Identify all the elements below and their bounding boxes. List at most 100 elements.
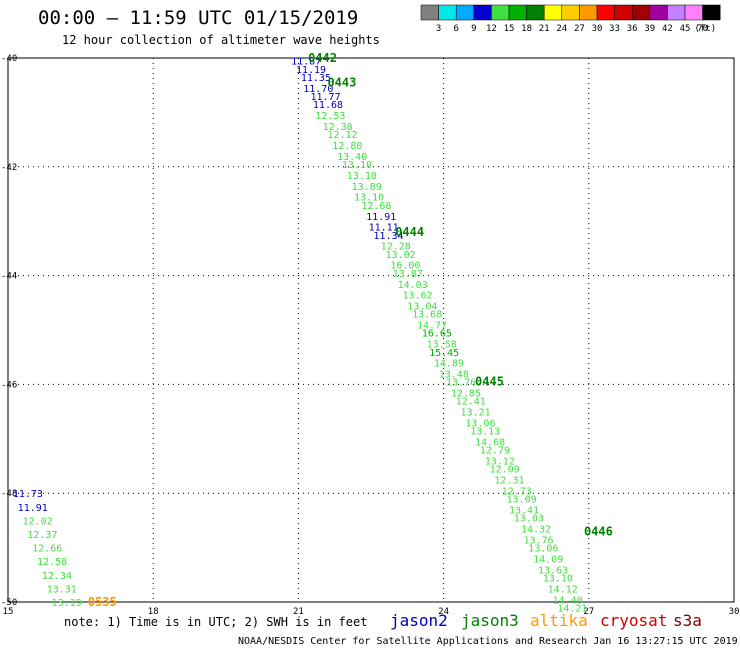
swh-value: 14.12 [548, 584, 578, 595]
swh-value: 11.77 [311, 92, 341, 103]
swh-value: 12.58 [37, 557, 67, 568]
swh-value: 12.80 [332, 141, 362, 152]
color-swatch [596, 4, 615, 21]
y-tick-label: -44 [1, 272, 17, 282]
grid-lines [8, 58, 734, 602]
swh-value: 11.91 [18, 503, 48, 514]
plot-frame [7, 57, 735, 603]
swh-value: 12.37 [27, 530, 57, 541]
swh-value: 13.63 [538, 565, 568, 576]
color-swatch [438, 4, 457, 21]
swh-value: 14.89 [434, 359, 464, 370]
swh-value: 13.68 [412, 310, 442, 321]
color-swatch [561, 4, 580, 21]
swh-value: 12.09 [490, 465, 520, 476]
wave-height-points: 11.8711.1911.3511.7011.7711.6812.5312.38… [13, 57, 588, 615]
swh-value: 13.13 [470, 427, 500, 438]
swh-value: 13.10 [347, 171, 377, 182]
swh-value: 13.58 [427, 340, 457, 351]
swh-value: 13.19 [52, 598, 82, 609]
color-swatch [702, 4, 721, 21]
swh-value: 12.41 [456, 397, 486, 408]
satellite-legend-cryosat: cryosat [600, 611, 667, 630]
pass-time-label: 0445 [475, 375, 504, 389]
color-swatch [667, 4, 686, 21]
color-swatch [455, 4, 475, 21]
color-swatch [508, 4, 527, 21]
swh-value: 13.02 [386, 250, 416, 261]
y-axis-ticks: -40 -42 -44 -46 -48 -50 [1, 54, 17, 608]
x-tick-label: 18 [148, 607, 159, 617]
swh-value: 13.06 [528, 544, 558, 555]
swh-value: 14.77 [417, 321, 447, 332]
color-scale-label: 36 [627, 24, 638, 34]
x-tick-label: 21 [293, 607, 304, 617]
x-tick-label: 15 [3, 607, 14, 617]
swh-value: 14.68 [475, 438, 505, 449]
color-swatch [526, 4, 545, 21]
satellite-legend-s3a: s3a [673, 611, 702, 630]
swh-value: 13.40 [337, 152, 367, 163]
swh-value: 12.02 [23, 516, 53, 527]
swh-value: 13.62 [402, 291, 432, 302]
pass-time-label: 0535 [88, 595, 117, 609]
color-swatch [491, 4, 510, 21]
swh-value: 11.34 [373, 231, 403, 242]
swh-value: 16.65 [422, 329, 452, 340]
swh-value: 13.89 [352, 182, 382, 193]
satellite-legend: jason2 jason3 altika cryosat s3a [390, 611, 702, 630]
color-scale-label: 9 [471, 24, 476, 34]
color-scale-label: 33 [609, 24, 620, 34]
satellite-legend-jason3: jason3 [461, 611, 519, 630]
y-tick-label: -42 [1, 163, 17, 173]
color-scale-label: 24 [556, 24, 567, 34]
swh-value: 13.31 [47, 584, 77, 595]
swh-value: 13.21 [461, 408, 491, 419]
swh-value: 14.40 [553, 595, 583, 606]
y-tick-label: -50 [1, 598, 17, 608]
swh-value: 13.48 [439, 370, 469, 381]
swh-value: 12.38 [323, 122, 353, 133]
x-tick-label: 24 [438, 607, 449, 617]
satellite-legend-jason2: jason2 [390, 611, 448, 630]
swh-value: 13.09 [507, 495, 537, 506]
swh-value: 13.76 [446, 378, 476, 389]
pass-time-label: 0444 [395, 225, 424, 239]
swh-value: 12.28 [381, 242, 411, 253]
swh-value: 11.87 [291, 57, 321, 68]
swh-value: 13.76 [523, 535, 553, 546]
swh-value: 13.10 [354, 193, 384, 204]
swh-value: 15.45 [429, 348, 459, 359]
pass-time-label: 0446 [584, 524, 613, 538]
swh-value: 12.66 [32, 544, 62, 555]
color-scale-label: 27 [574, 24, 585, 34]
swh-value: 16.00 [390, 261, 420, 272]
color-swatch [543, 4, 563, 21]
swh-value: 11.19 [296, 65, 326, 76]
color-scale-label: 15 [504, 24, 515, 34]
y-tick-label: -48 [1, 489, 17, 499]
color-swatch [473, 4, 492, 21]
color-scale-label: 3 [436, 24, 441, 34]
y-tick-label: -40 [1, 54, 17, 64]
color-scale-label: 30 [592, 24, 603, 34]
swh-value: 14.03 [398, 280, 428, 291]
color-scale-label: 18 [521, 24, 532, 34]
pass-time-labels: 0442 0443 0444 0445 0446 0535 [88, 51, 613, 609]
swh-value: 14.32 [521, 525, 551, 536]
satellite-legend-altika: altika [530, 611, 588, 630]
swh-value: 13.06 [465, 418, 495, 429]
swh-value: 14.21 [557, 603, 587, 614]
swh-value: 13.10 [543, 574, 573, 585]
y-tick-label: -46 [1, 380, 17, 390]
color-scale-label: 39 [644, 24, 655, 34]
x-tick-label: 30 [729, 607, 740, 617]
x-axis-ticks: 15 18 21 24 27 30 [3, 607, 740, 617]
color-scale-label: 6 [453, 24, 458, 34]
swh-value: 12.53 [315, 111, 345, 122]
swh-value: 12.12 [327, 130, 357, 141]
color-scale-label: 42 [662, 24, 673, 34]
swh-value: 12.85 [451, 389, 481, 400]
swh-value: 12.34 [42, 571, 72, 582]
swh-value: 11.11 [369, 223, 399, 234]
